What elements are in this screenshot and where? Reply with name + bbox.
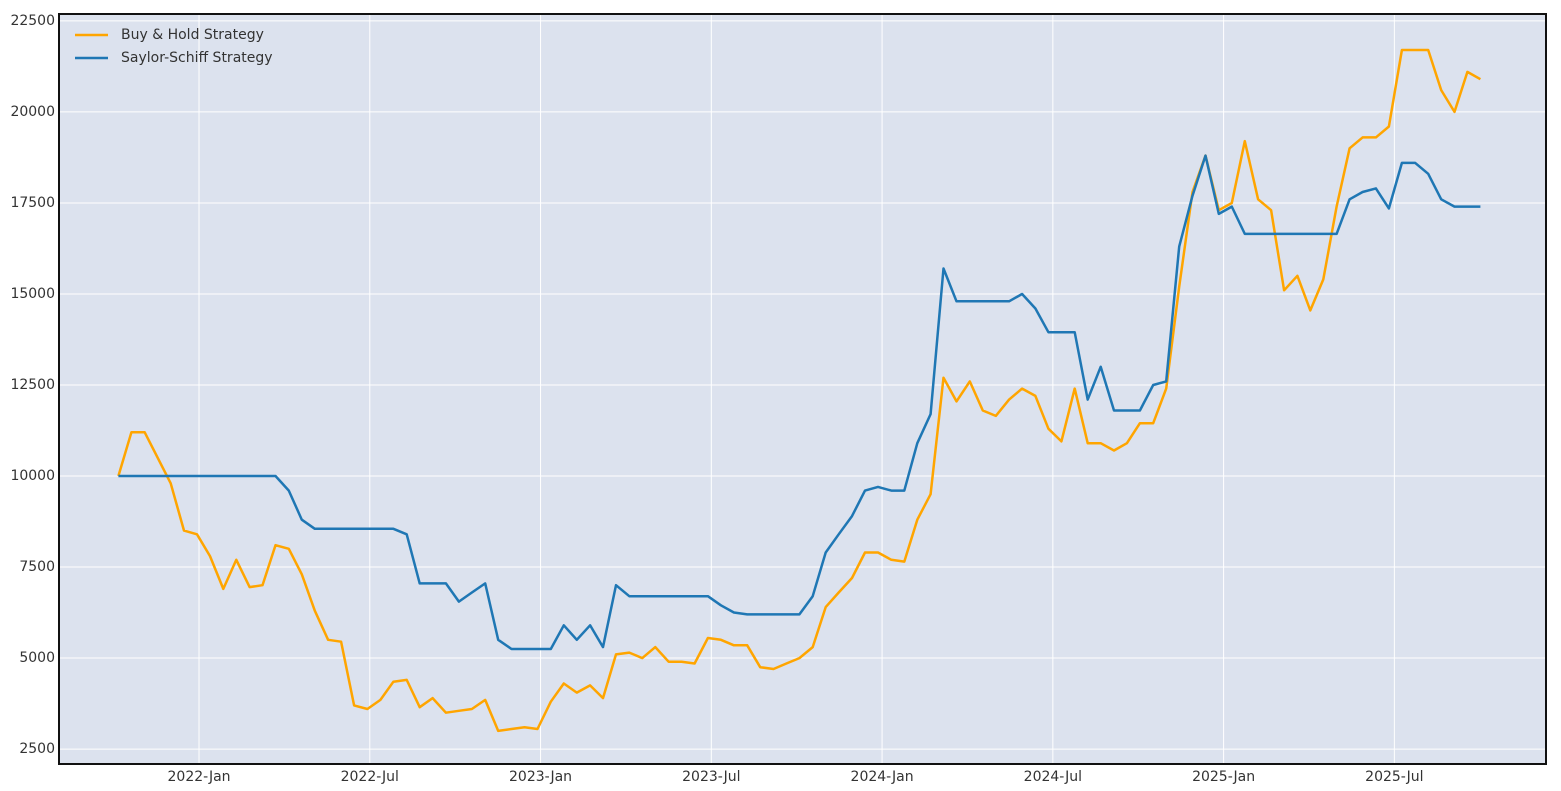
x-tick-label: 2024-Jan bbox=[851, 769, 914, 785]
y-tick-label: 2500 bbox=[19, 741, 55, 757]
x-tick-label: 2022-Jul bbox=[341, 769, 399, 785]
line-series bbox=[117, 48, 1482, 733]
plot-area bbox=[59, 14, 1546, 764]
y-tick-label: 17500 bbox=[10, 195, 55, 211]
y-tick-label: 20000 bbox=[10, 104, 55, 120]
y-tick-label: 22500 bbox=[10, 13, 55, 29]
line-series bbox=[118, 154, 1481, 651]
plot-frame bbox=[58, 13, 1547, 765]
x-tick-label: 2023-Jan bbox=[509, 769, 572, 785]
x-tick-label: 2025-Jul bbox=[1365, 769, 1423, 785]
legend-label: Saylor-Schiff Strategy bbox=[121, 50, 273, 66]
y-tick-label: 10000 bbox=[10, 468, 55, 484]
y-tick-label: 5000 bbox=[19, 650, 55, 666]
y-tick-label: 15000 bbox=[10, 286, 55, 302]
x-tick-label: 2023-Jul bbox=[682, 769, 740, 785]
y-tick-label: 7500 bbox=[19, 559, 55, 575]
legend-label: Buy & Hold Strategy bbox=[121, 27, 264, 43]
x-tick-label: 2024-Jul bbox=[1024, 769, 1082, 785]
x-tick-label: 2025-Jan bbox=[1192, 769, 1255, 785]
y-tick-label: 12500 bbox=[10, 377, 55, 393]
x-tick-label: 2022-Jan bbox=[168, 769, 231, 785]
